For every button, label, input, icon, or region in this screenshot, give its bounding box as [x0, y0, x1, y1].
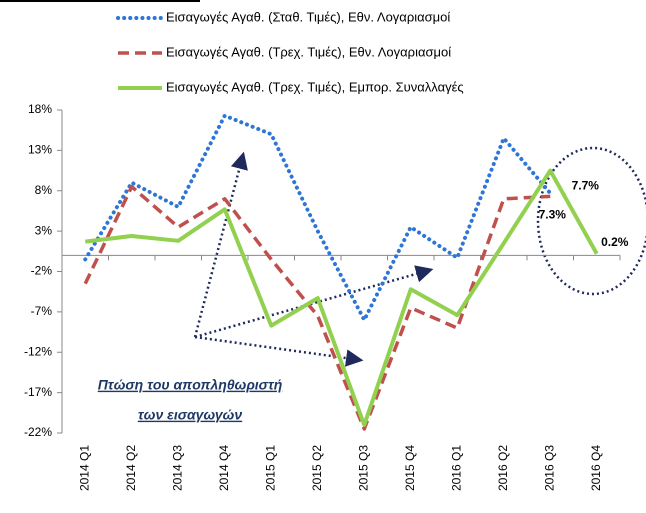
y-tick-label: 18% — [28, 102, 52, 116]
y-tick-label: 3% — [35, 223, 53, 237]
value-label: 7.3% — [539, 208, 567, 222]
series-line — [83, 113, 553, 322]
value-label: 0.2% — [601, 235, 629, 249]
y-tick-label: 8% — [35, 183, 53, 197]
x-tick-label: 2015 Q1 — [263, 445, 277, 491]
y-tick-label: -12% — [24, 344, 52, 358]
annotation: των εισαγωγών — [138, 407, 243, 423]
y-tick-label: -7% — [31, 304, 53, 318]
x-tick-label: 2015 Q4 — [403, 445, 417, 491]
y-tick-label: 13% — [28, 143, 52, 157]
series-line — [85, 168, 599, 427]
legend-label: Εισαγωγές Αγαθ. (Τρεχ. Τιμές), Εθν. Λογα… — [166, 44, 451, 59]
value-label: 7.7% — [572, 178, 600, 192]
x-tick-label: 2014 Q3 — [170, 445, 184, 491]
y-tick-label: -22% — [24, 425, 52, 439]
highlight-circle — [536, 146, 646, 296]
y-tick-label: -17% — [24, 385, 52, 399]
x-tick-label: 2014 Q4 — [217, 445, 231, 491]
annotation: Πτώση του αποπληθωριστή — [98, 377, 283, 393]
y-tick-label: -2% — [31, 264, 53, 278]
arrows — [193, 146, 646, 367]
legend-label: Εισαγωγές Αγαθ. (Σταθ. Τιμές), Εθν. Λογα… — [166, 9, 450, 24]
x-tick-label: 2015 Q2 — [310, 445, 324, 491]
series-line — [83, 184, 551, 431]
x-tick-label: 2014 Q1 — [77, 445, 91, 491]
arrow — [193, 151, 248, 338]
x-tick-label: 2016 Q2 — [496, 445, 510, 491]
x-tick-label: 2016 Q3 — [542, 445, 556, 491]
x-tick-label: 2016 Q1 — [449, 445, 463, 491]
x-tick-label: 2014 Q2 — [124, 445, 138, 491]
arrow — [194, 265, 434, 339]
x-tick-label: 2016 Q4 — [589, 445, 603, 491]
legend-label: Εισαγωγές Αγαθ. (Τρεχ. Τιμές), Εμπορ. Συ… — [166, 79, 464, 94]
x-tick-label: 2015 Q3 — [356, 445, 370, 491]
